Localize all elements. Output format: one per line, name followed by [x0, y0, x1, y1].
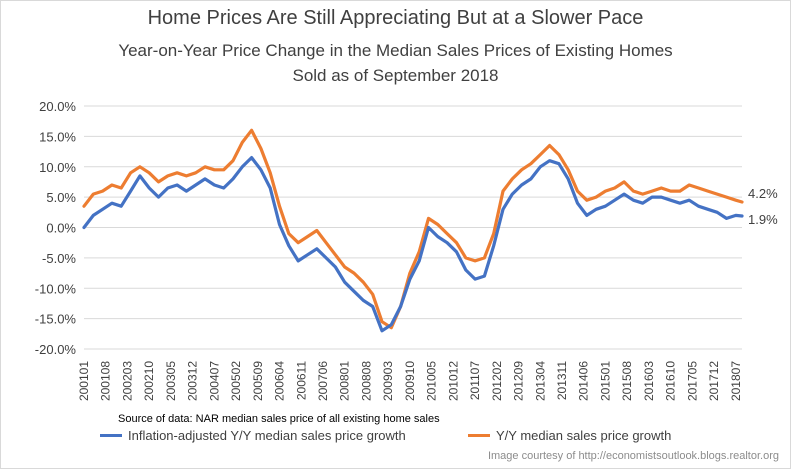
x-tick-label: 201107: [468, 361, 482, 400]
x-tick-label: 200210: [142, 361, 156, 401]
x-tick-label: 200101: [77, 361, 91, 401]
y-tick-label: 5.0%: [46, 190, 76, 205]
y-tick-label: -20.0%: [35, 342, 77, 357]
legend-label: Y/Y median sales price growth: [496, 428, 672, 443]
x-tick-label: 200203: [120, 361, 134, 401]
source-note: Source of data: NAR median sales price o…: [118, 413, 440, 425]
y-tick-label: 15.0%: [39, 129, 76, 144]
image-credit: Image courtesy of http://economistsoutlo…: [487, 450, 779, 462]
x-tick-label: 201603: [642, 361, 656, 401]
series-line-nominal: [82, 128, 744, 330]
legend-swatch-orange: [468, 434, 490, 437]
chart-title: Home Prices Are Still Appreciating But a…: [147, 7, 644, 29]
series-line-inflation-adjusted: [82, 156, 744, 333]
legend-swatch-blue: [100, 434, 122, 437]
x-tick-label: 200903: [381, 361, 395, 401]
x-tick-label: 200604: [273, 361, 287, 401]
series-end-label-nominal: 4.2%: [748, 185, 778, 201]
x-tick-label: 201012: [446, 361, 460, 401]
x-tick-label: 201610: [664, 361, 678, 401]
x-tick-label: 201209: [512, 361, 526, 401]
x-tick-label: 201304: [533, 361, 547, 401]
chart-subtitle-line-2: Sold as of September 2018: [292, 66, 499, 85]
x-tick-label: 201508: [620, 361, 634, 401]
y-tick-label: -10.0%: [35, 281, 77, 296]
x-tick-label: 200312: [186, 361, 200, 401]
y-tick-label: -5.0%: [42, 251, 76, 266]
x-tick-label: 201705: [685, 361, 699, 401]
x-tick-label: 201311: [555, 361, 569, 400]
x-tick-label: 201202: [490, 361, 504, 401]
x-tick-label: 200808: [359, 361, 373, 401]
x-tick-label: 201712: [707, 361, 721, 401]
y-tick-label: 10.0%: [39, 160, 76, 175]
y-tick-label: 0.0%: [46, 221, 76, 236]
y-tick-label: -15.0%: [35, 312, 77, 327]
series-end-label-inflation-adjusted: 1.9%: [748, 211, 778, 227]
chart-subtitle-line-1: Year-on-Year Price Change in the Median …: [118, 41, 673, 60]
legend-label: Inflation-adjusted Y/Y median sales pric…: [128, 428, 406, 443]
x-tick-label: 200611: [294, 361, 308, 400]
x-tick-label: 201807: [729, 361, 743, 401]
x-tick-label: 200108: [99, 361, 113, 401]
x-tick-label: 200801: [338, 361, 352, 401]
x-tick-label: 200509: [251, 361, 265, 401]
x-tick-label: 201501: [598, 361, 612, 401]
x-tick-label: 200502: [229, 361, 243, 401]
y-tick-label: 20.0%: [39, 99, 76, 114]
legend-item-nominal: Y/Y median sales price growth: [468, 428, 671, 443]
x-tick-label: 200706: [316, 361, 330, 401]
x-tick-label: 200407: [207, 361, 221, 401]
x-tick-label: 200305: [164, 361, 178, 401]
x-tick-label: 201005: [425, 361, 439, 401]
x-tick-label: 200910: [403, 361, 417, 401]
legend-item-inflation-adjusted: Inflation-adjusted Y/Y median sales pric…: [100, 428, 406, 443]
x-tick-label: 201406: [577, 361, 591, 401]
